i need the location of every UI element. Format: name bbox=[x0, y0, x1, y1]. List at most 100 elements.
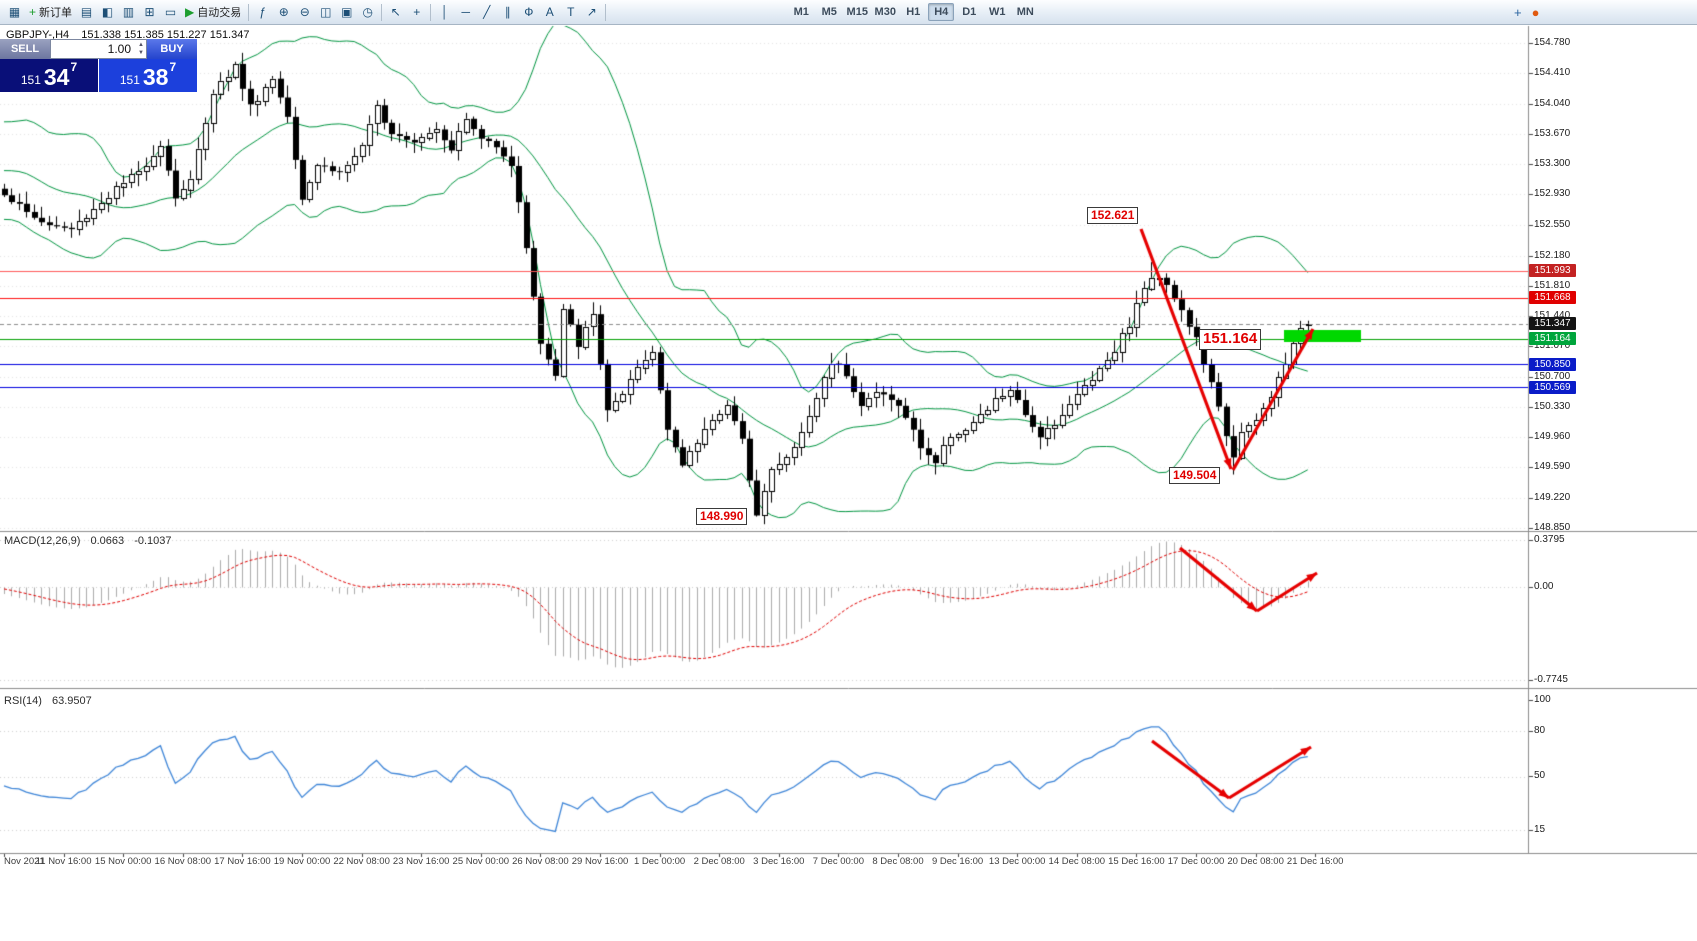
channel-button[interactable]: ∥ bbox=[497, 2, 518, 22]
sell-button[interactable]: SELL bbox=[0, 39, 50, 59]
new-chart-button[interactable]: ▦ bbox=[4, 2, 25, 22]
market-watch-icon: ▥ bbox=[122, 5, 135, 19]
volume-stepper[interactable]: ▲ ▼ bbox=[138, 41, 144, 57]
toolbar-separator bbox=[430, 3, 432, 21]
templates-button[interactable]: ▣ bbox=[336, 2, 357, 22]
new-order-button[interactable]: + 新订单 bbox=[25, 2, 76, 22]
auto-trading-button-label: 自动交易 bbox=[197, 7, 242, 19]
macd-header: MACD(12,26,9) 0.0663 -0.1037 bbox=[4, 535, 172, 547]
trade-panel-controls: SELL 1.00 ▲ ▼ BUY bbox=[0, 39, 197, 59]
price-level-badge: 150.850 bbox=[1529, 357, 1576, 371]
price-annotation: 148.990 bbox=[696, 508, 748, 525]
timeframe-w1[interactable]: W1 bbox=[989, 6, 1006, 18]
crosshair-target-icon[interactable]: + bbox=[1514, 5, 1522, 20]
time-tick-label: 22 Nov 08:00 bbox=[333, 856, 390, 867]
time-tick-label: 21 Dec 16:00 bbox=[1286, 856, 1344, 867]
time-tick-label: 16 Nov 08:00 bbox=[154, 856, 212, 867]
trade-panel-prices: 151 34 7 151 38 7 bbox=[0, 59, 197, 92]
toolbar: ▦ + 新订单 ▤ ◧ ▥ ⊞ ▭ ▶ 自动交易 ƒ ⊕ ⊖ ◫ ▣ ◷ ↖ + │ ─ ╱ ∥ Ф A T ↗ M1 M5 M15 M3… bbox=[0, 0, 1697, 25]
cursor-icon: ↖ bbox=[390, 5, 401, 19]
price-annotation: 149.504 bbox=[1169, 467, 1221, 484]
auto-trading-button[interactable]: ▶ 自动交易 bbox=[181, 2, 245, 22]
new-chart-icon: ▦ bbox=[8, 5, 21, 19]
price-tick-label: 152.930 bbox=[1534, 188, 1571, 200]
macd-value-2: -0.1037 bbox=[134, 535, 172, 547]
macd-value-1: 0.0663 bbox=[90, 535, 125, 547]
macd-name: MACD(12,26,9) bbox=[4, 535, 81, 547]
sell-price-big: 34 bbox=[43, 64, 70, 91]
price-level-badge: 151.668 bbox=[1529, 291, 1576, 305]
fibonacci-button[interactable]: Ф bbox=[518, 2, 539, 22]
trendline-icon: ╱ bbox=[483, 5, 491, 19]
sell-price-prefix: 151 bbox=[20, 73, 41, 87]
charts-icon: ▤ bbox=[80, 5, 93, 19]
rsi-tick-label: 80 bbox=[1534, 725, 1546, 736]
timeframe-d1[interactable]: D1 bbox=[962, 6, 977, 18]
toolbar-separator bbox=[381, 3, 383, 21]
period-button[interactable]: ◷ bbox=[357, 2, 378, 22]
price-annotation: 152.621 bbox=[1087, 207, 1139, 224]
label-button[interactable]: T bbox=[560, 2, 581, 22]
time-tick-label: 20 Dec 08:00 bbox=[1227, 856, 1284, 867]
stepper-down-icon[interactable]: ▼ bbox=[138, 50, 144, 56]
text-icon: A bbox=[545, 5, 554, 19]
tile-windows-button[interactable]: ◫ bbox=[315, 2, 336, 22]
time-tick-label: Nov 2021 bbox=[4, 856, 45, 867]
rsi-header: RSI(14) 63.9507 bbox=[4, 695, 92, 707]
time-tick-label: 13 Dec 00:00 bbox=[988, 856, 1046, 867]
time-tick-label: 3 Dec 16:00 bbox=[753, 856, 805, 867]
vertical-line-icon: │ bbox=[441, 5, 449, 19]
trendline-button[interactable]: ╱ bbox=[476, 2, 497, 22]
zoom-in-icon: ⊕ bbox=[278, 5, 289, 19]
crosshair-button[interactable]: + bbox=[406, 2, 427, 22]
time-tick-label: 25 Nov 00:00 bbox=[452, 856, 510, 867]
charts-button[interactable]: ▤ bbox=[76, 2, 97, 22]
time-tick-label: 2 Dec 08:00 bbox=[693, 856, 745, 867]
arrows-button[interactable]: ↗ bbox=[581, 2, 602, 22]
profiles-icon: ◧ bbox=[101, 5, 114, 19]
time-tick-label: 29 Nov 16:00 bbox=[571, 856, 629, 867]
vertical-line-button[interactable]: │ bbox=[434, 2, 455, 22]
profiles-button[interactable]: ◧ bbox=[97, 2, 118, 22]
zoom-out-button[interactable]: ⊖ bbox=[294, 2, 315, 22]
symbol-info: GBPJPY-,H4 151.338 151.385 151.227 151.3… bbox=[6, 29, 249, 41]
time-tick-label: 9 Dec 16:00 bbox=[931, 856, 984, 867]
zoom-out-icon: ⊖ bbox=[299, 5, 310, 19]
time-tick-label: 26 Nov 08:00 bbox=[512, 856, 569, 867]
timeframe-m5[interactable]: M5 bbox=[821, 6, 837, 18]
buy-price-display[interactable]: 151 38 7 bbox=[99, 59, 197, 92]
indicators-button[interactable]: ƒ bbox=[252, 2, 273, 22]
toolbar-right-icons: + ● bbox=[1514, 0, 1539, 25]
price-tick-label: 154.780 bbox=[1534, 37, 1571, 48]
buy-button[interactable]: BUY bbox=[147, 39, 197, 59]
timeframe-h1[interactable]: H1 bbox=[906, 6, 921, 18]
price-tick-label: 154.410 bbox=[1534, 67, 1571, 79]
navigator-button[interactable]: ⊞ bbox=[139, 2, 160, 22]
timeframe-m30[interactable]: M30 bbox=[874, 6, 896, 18]
time-tick-label: 19 Nov 00:00 bbox=[273, 856, 331, 867]
timeframe-m1[interactable]: M1 bbox=[793, 6, 809, 18]
price-tick-label: 151.810 bbox=[1534, 279, 1571, 291]
volume-input[interactable]: 1.00 ▲ ▼ bbox=[50, 39, 147, 59]
cursor-button[interactable]: ↖ bbox=[385, 2, 406, 22]
market-watch-button[interactable]: ▥ bbox=[118, 2, 139, 22]
rsi-name: RSI(14) bbox=[4, 695, 42, 707]
price-tick-label: 149.960 bbox=[1534, 431, 1571, 443]
macd-tick-label: -0.7745 bbox=[1534, 674, 1568, 685]
terminal-button[interactable]: ▭ bbox=[160, 2, 181, 22]
timeframe-h4[interactable]: H4 bbox=[928, 3, 955, 21]
zoom-in-button[interactable]: ⊕ bbox=[273, 2, 294, 22]
horizontal-line-button[interactable]: ─ bbox=[455, 2, 476, 22]
timeframe-mn[interactable]: MN bbox=[1016, 6, 1034, 18]
sell-price-display[interactable]: 151 34 7 bbox=[0, 59, 98, 92]
fibonacci-icon: Ф bbox=[524, 5, 534, 19]
time-tick-label: 15 Dec 16:00 bbox=[1108, 856, 1165, 867]
record-icon[interactable]: ● bbox=[1531, 5, 1540, 20]
rsi-value: 63.9507 bbox=[51, 695, 92, 707]
stepper-up-icon[interactable]: ▲ bbox=[138, 42, 144, 48]
text-button[interactable]: A bbox=[539, 2, 560, 22]
buy-price-sup: 7 bbox=[169, 60, 177, 74]
crosshair-icon: + bbox=[413, 5, 421, 19]
timeframe-m15[interactable]: M15 bbox=[846, 6, 868, 18]
